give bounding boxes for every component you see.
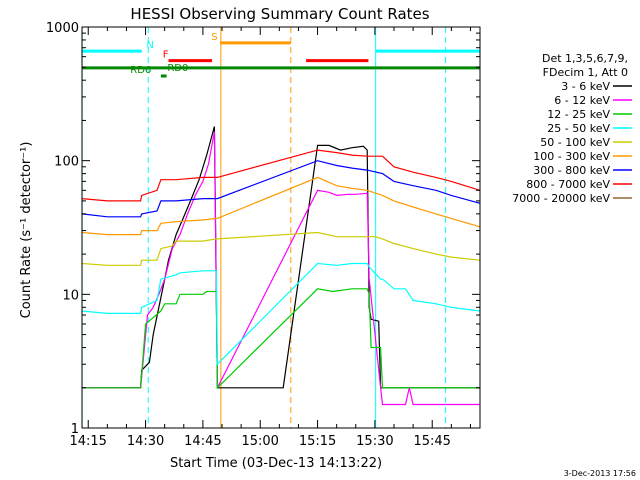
- flag-s-label: S: [211, 32, 217, 43]
- series-line-1: [82, 126, 480, 389]
- x-tick-label-5: 15:15: [299, 434, 336, 449]
- flag-n-label: N: [146, 40, 153, 51]
- legend-header-line-2: FDecim 1, Att 0: [543, 66, 628, 79]
- x-tick-label-1: 14:15: [69, 434, 106, 449]
- plot-frame: [81, 26, 481, 429]
- series-line-7: [82, 160, 481, 218]
- series-line-4: [82, 262, 481, 366]
- footer-timestamp: 3-Dec-2013 17:56: [564, 469, 636, 478]
- y-tick-label-1: 1: [71, 422, 79, 437]
- x-tick-label-4: 15:00: [241, 434, 278, 449]
- series-line-3: [82, 288, 480, 390]
- legend-label-1: 3 - 6 keV: [561, 80, 610, 93]
- y-tick-label-2: 10: [62, 288, 79, 303]
- y-tick-label-4: 1000: [46, 21, 79, 36]
- legend-label-4: 25 - 50 keV: [547, 122, 610, 135]
- legend-label-2: 6 - 12 keV: [554, 94, 610, 107]
- legend-label-9: 7000 - 20000 keV: [512, 192, 610, 205]
- x-tick-label-2: 14:30: [127, 434, 164, 449]
- chart-title: HESSI Observing Summary Count Rates: [130, 5, 429, 23]
- flag-f-label: F: [163, 50, 169, 61]
- x-axis-label: Start Time (03-Dec-13 14:13:22): [170, 456, 382, 471]
- series-line-8: [82, 149, 481, 202]
- x-tick-label-7: 15:45: [413, 434, 450, 449]
- legend-header-line-1: Det 1,3,5,6,7,9,: [542, 52, 628, 65]
- x-axis: 14:15 14:30 14:45 15:00 15:15 15:30 15:45: [69, 27, 471, 449]
- legend-label-3: 12 - 25 keV: [547, 108, 610, 121]
- legend-label-6: 100 - 300 keV: [533, 150, 610, 163]
- plot-area: NF S RD0 RD6: [81, 26, 481, 429]
- legend-label-7: 300 - 800 keV: [533, 164, 610, 177]
- legend-label-8: 800 - 7000 keV: [526, 178, 610, 191]
- flag-rd0-label: RD0: [167, 63, 188, 74]
- series-line-6: [82, 176, 481, 236]
- legend-label-5: 50 - 100 keV: [540, 136, 610, 149]
- series-line-2: [82, 131, 480, 406]
- flag-rd6-label: RD6: [130, 65, 151, 76]
- x-tick-label-3: 14:45: [184, 434, 221, 449]
- y-axis-label: Count Rate (s⁻¹ detector⁻¹): [19, 142, 34, 319]
- y-axis: 1 10 100 1000: [46, 21, 480, 437]
- y-tick-label-3: 100: [54, 155, 79, 170]
- series-line-5: [82, 231, 481, 266]
- x-tick-label-6: 15:30: [356, 434, 393, 449]
